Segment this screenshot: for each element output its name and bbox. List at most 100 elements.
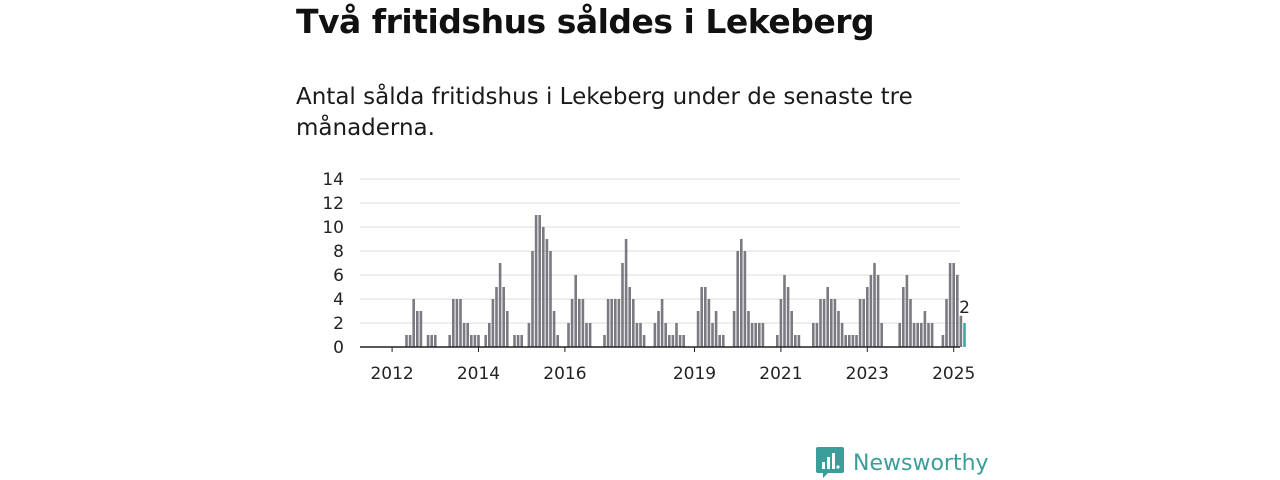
bar [606, 299, 610, 347]
bar [671, 335, 675, 347]
newsworthy-logo-icon [816, 447, 844, 478]
bar [664, 323, 667, 347]
bar [948, 263, 952, 347]
bar [923, 311, 927, 347]
bar [858, 299, 862, 347]
bar [549, 251, 552, 347]
y-tick-label: 2 [333, 314, 344, 334]
bar [621, 263, 624, 347]
bar [588, 323, 592, 347]
bar [682, 335, 685, 347]
bar [711, 323, 714, 347]
y-tick-label: 12 [322, 194, 344, 214]
bar [617, 299, 621, 347]
bar [466, 323, 469, 347]
bar [675, 323, 678, 347]
bar [642, 335, 646, 347]
bar [740, 239, 743, 347]
bar [696, 311, 700, 347]
bar [912, 323, 916, 347]
bar [837, 311, 840, 347]
bar [790, 311, 793, 347]
x-axis-ticks: 2012 2014 2016 2019 2021 2023 2025 [370, 347, 975, 384]
bar [660, 299, 664, 347]
bar [678, 335, 682, 347]
bar [862, 299, 865, 347]
data-labels: 2 [959, 298, 970, 318]
bar [758, 323, 761, 347]
bar [574, 275, 577, 347]
bar [534, 215, 538, 347]
bar [747, 311, 750, 347]
bar [959, 315, 963, 347]
y-tick-label: 6 [333, 266, 344, 286]
bar [736, 251, 739, 347]
bar [614, 299, 617, 347]
bar [743, 251, 747, 347]
bar [797, 335, 801, 347]
bar [750, 323, 754, 347]
bar [502, 287, 505, 347]
bar [484, 335, 487, 347]
y-tick-label: 8 [333, 242, 344, 262]
bar [898, 323, 901, 347]
bar [552, 311, 556, 347]
bar [920, 323, 923, 347]
bar [956, 275, 959, 347]
bar [732, 311, 736, 347]
bar [930, 323, 934, 347]
bar [635, 323, 639, 347]
bar [624, 239, 628, 347]
bar [516, 335, 520, 347]
bar [567, 323, 570, 347]
bar [704, 287, 707, 347]
bar [851, 335, 855, 347]
bar [880, 323, 883, 347]
bar [570, 299, 574, 347]
bar [542, 227, 545, 347]
bar [470, 335, 473, 347]
bar [495, 287, 498, 347]
y-tick-label: 4 [333, 290, 344, 310]
x-tick-label: 2023 [846, 364, 889, 384]
bar [657, 311, 660, 347]
bar [506, 311, 509, 347]
bar [776, 335, 779, 347]
y-axis-ticks: 0 2 4 6 8 10 12 14 [322, 170, 344, 358]
bar [815, 323, 819, 347]
bar [905, 275, 909, 347]
bar [513, 335, 516, 347]
bar [603, 335, 606, 347]
bar [473, 335, 477, 347]
bar [632, 299, 635, 347]
bar [408, 335, 412, 347]
newsworthy-brand: Newsworthy [815, 446, 989, 480]
bar [848, 335, 851, 347]
x-tick-label: 2021 [759, 364, 802, 384]
y-tick-label: 14 [322, 170, 344, 190]
bar [794, 335, 797, 347]
bar [833, 299, 837, 347]
bar [610, 299, 613, 347]
bar [556, 335, 559, 347]
bar [488, 323, 491, 347]
bar [819, 299, 822, 347]
bar [459, 299, 462, 347]
bar [419, 311, 423, 347]
bar [812, 323, 815, 347]
bar [405, 335, 408, 347]
last-value-label: 2 [959, 298, 970, 318]
bar [779, 299, 783, 347]
bar-highlight [963, 323, 966, 347]
bar [538, 215, 541, 347]
bar [700, 287, 703, 347]
bar [707, 299, 711, 347]
bar [783, 275, 786, 347]
bar [412, 299, 415, 347]
x-tick-label: 2012 [370, 364, 413, 384]
bar [668, 335, 671, 347]
bar [722, 335, 725, 347]
bar [462, 323, 466, 347]
bar [545, 239, 549, 347]
bar [761, 323, 765, 347]
